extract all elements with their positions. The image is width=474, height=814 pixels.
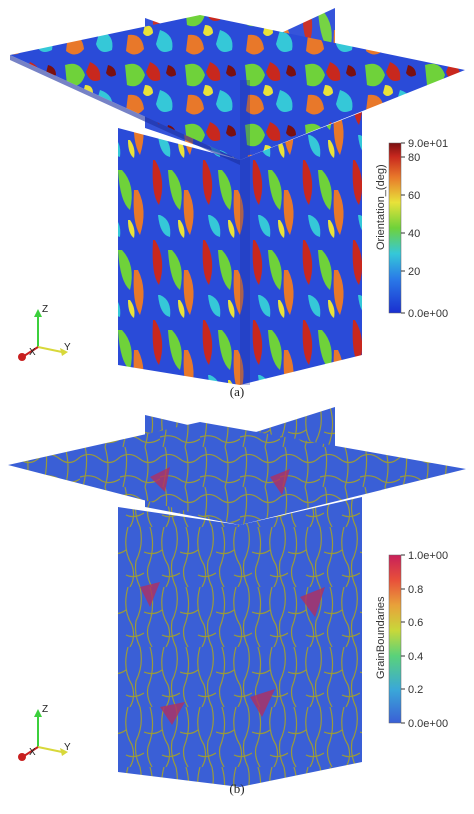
axis-y-label: Y xyxy=(64,342,71,353)
horizontal-plane xyxy=(10,15,465,160)
vertical-plane-right xyxy=(240,497,362,787)
axes-triad: Z Y X xyxy=(18,304,71,361)
caption-a: (a) xyxy=(229,384,245,399)
grain-boundaries-3d-view: Z Y X 1.0e+00 0.8 0.6 0.4 0.2 0.0e+00 Gr… xyxy=(8,407,466,787)
vertical-plane-left xyxy=(118,128,240,385)
colorbar-tick: 80 xyxy=(408,152,420,164)
panel-a: Z Y X 9.0e+01 80 60 40 20 0.0e+00 Orient… xyxy=(10,8,465,399)
colorbar-tick: 1.0e+00 xyxy=(408,550,448,562)
axis-x-label: X xyxy=(29,747,36,758)
colorbar-title: GrainBoundaries xyxy=(375,596,387,679)
caption-b: (b) xyxy=(229,781,245,796)
colorbar-tick: 0.2 xyxy=(408,684,423,696)
axis-z-label: Z xyxy=(42,304,48,315)
colorbar-orientation: 9.0e+01 80 60 40 20 0.0e+00 Orientation_… xyxy=(375,138,448,320)
colorbar-tick: 0.0e+00 xyxy=(408,308,448,320)
colorbar-tick: 0.8 xyxy=(408,584,423,596)
axis-y-label: Y xyxy=(64,742,71,753)
colorbar-grain-boundaries: 1.0e+00 0.8 0.6 0.4 0.2 0.0e+00 GrainBou… xyxy=(375,550,448,730)
axis-x-label: X xyxy=(29,347,36,358)
colorbar-tick: 20 xyxy=(408,266,420,278)
colorbar-title: Orientation_(deg) xyxy=(375,164,387,250)
axes-triad: Z Y X xyxy=(18,704,71,761)
colorbar-tick: 40 xyxy=(408,228,420,240)
colorbar-tick: 0.4 xyxy=(408,651,423,663)
panel-b: Z Y X 1.0e+00 0.8 0.6 0.4 0.2 0.0e+00 Gr… xyxy=(0,407,474,814)
colorbar-tick: 0.0e+00 xyxy=(408,718,448,730)
orientation-3d-view: Z Y X 9.0e+01 80 60 40 20 0.0e+00 Orient… xyxy=(10,8,465,385)
horizontal-plane xyxy=(8,422,466,525)
vertical-plane-left xyxy=(118,507,240,787)
axis-z-label: Z xyxy=(42,704,48,715)
vertical-plane-right xyxy=(240,112,362,385)
colorbar-tick: 60 xyxy=(408,190,420,202)
colorbar-tick: 9.0e+01 xyxy=(408,138,448,150)
colorbar-tick: 0.6 xyxy=(408,617,423,629)
